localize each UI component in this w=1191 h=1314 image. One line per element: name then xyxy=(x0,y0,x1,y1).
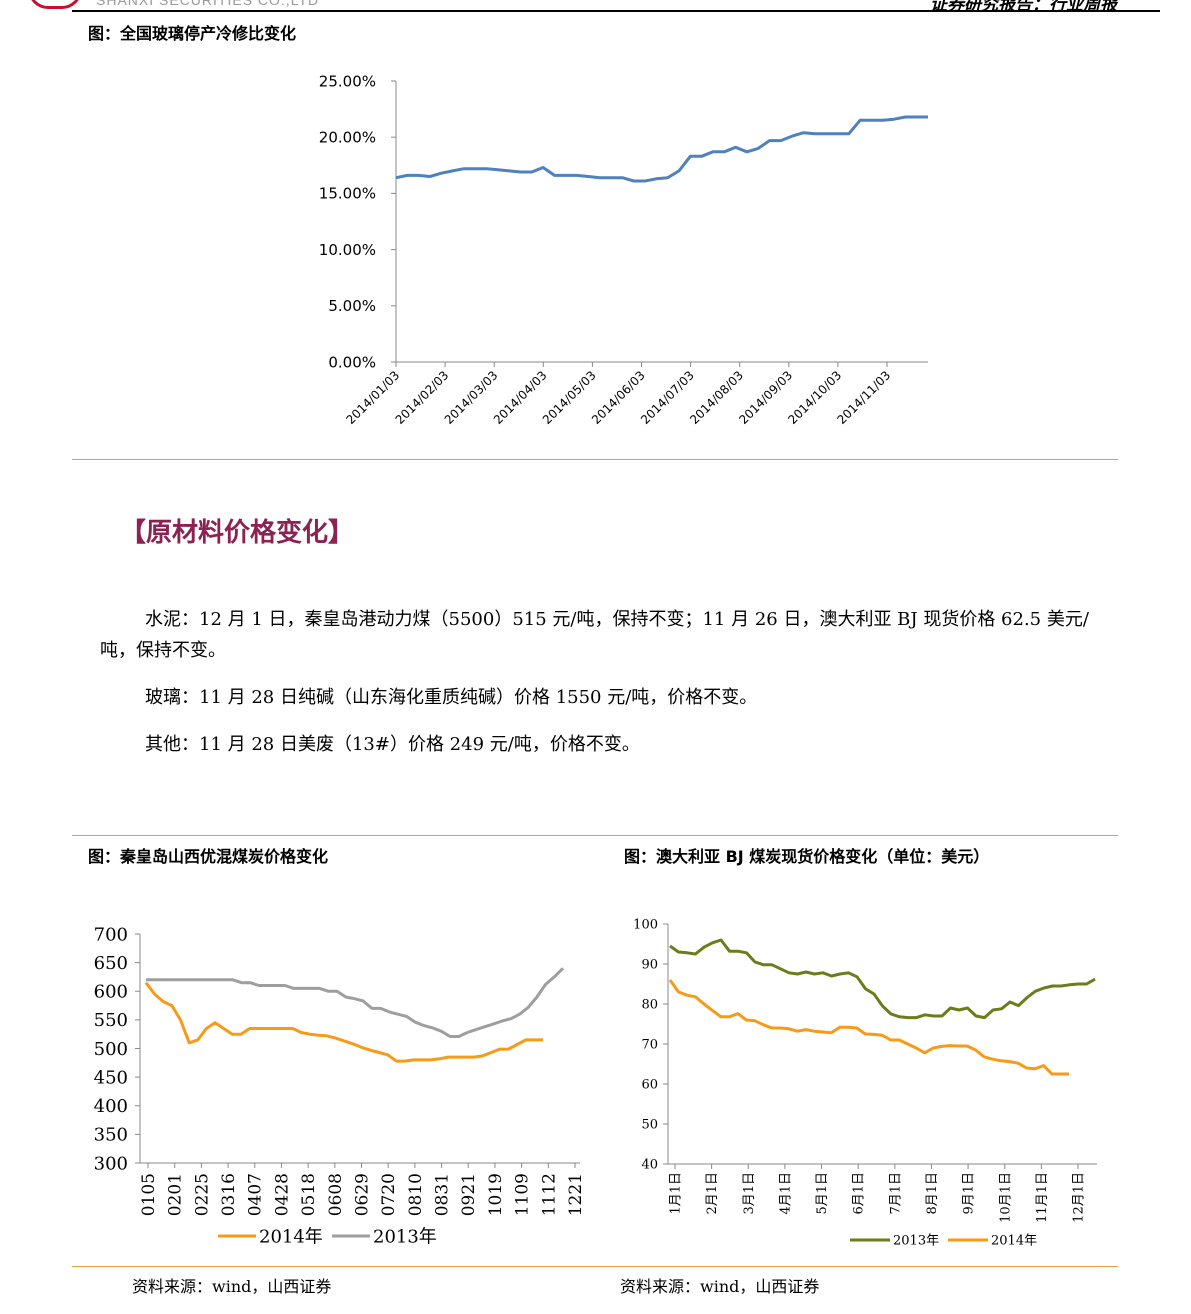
x-tick-label: 9月1日 xyxy=(962,1172,977,1215)
x-tick-label: 0518 xyxy=(299,1173,319,1216)
y-tick-label: 600 xyxy=(94,982,128,1003)
section-title: 【原材料价格变化】 xyxy=(120,518,355,548)
figures-bottom-divider xyxy=(72,1266,1118,1267)
series-line-2014年 xyxy=(668,979,1069,1076)
x-tick-label: 0720 xyxy=(379,1173,399,1216)
x-tick-label: 2014/11/03 xyxy=(835,368,894,427)
y-tick-label: 20.00% xyxy=(319,128,376,146)
y-tick-label: 40 xyxy=(641,1158,658,1173)
x-tick-label: 7月1日 xyxy=(888,1172,903,1215)
series-line-2013年 xyxy=(146,967,565,1038)
x-tick-label: 5月1日 xyxy=(815,1172,830,1215)
x-tick-label: 10月1日 xyxy=(998,1172,1013,1223)
legend-label: 2014年 xyxy=(259,1226,323,1247)
y-tick-label: 10.00% xyxy=(319,241,376,259)
y-tick-label: 400 xyxy=(94,1096,128,1117)
x-tick-label: 1019 xyxy=(486,1173,506,1216)
figures-top-divider xyxy=(72,835,1118,836)
figure3-title: 图：澳大利亚 BJ 煤炭现货价格变化（单位：美元） xyxy=(624,847,990,866)
x-tick-label: 0810 xyxy=(406,1173,426,1216)
company-logo xyxy=(28,0,82,9)
australia-bj-coal-price-chart: 40 50 60 70 80 90 100 1月1日 2月1日 3月1日 4月1日 5月1日 6月1日 7… xyxy=(633,918,1097,1249)
y-tick-label: 100 xyxy=(633,918,658,933)
y-tick-label: 60 xyxy=(641,1078,658,1093)
x-tick-label: 0921 xyxy=(459,1173,479,1216)
y-tick-label: 25.00% xyxy=(319,72,376,90)
y-tick-label: 5.00% xyxy=(328,297,376,315)
y-tick-label: 80 xyxy=(641,998,658,1013)
figure2-title: 图：秦皇岛山西优混煤炭价格变化 xyxy=(88,847,329,866)
y-tick-label: 550 xyxy=(94,1010,128,1031)
figure2-source: 资料来源：wind，山西证券 xyxy=(132,1277,332,1296)
figure3-source: 资料来源：wind，山西证券 xyxy=(620,1277,820,1296)
x-tick-label: 0407 xyxy=(246,1173,266,1216)
header-rule xyxy=(72,10,1160,12)
legend-label: 2013年 xyxy=(373,1226,437,1247)
qinhuangdao-coal-price-chart: 300 350 400 450 500 550 600 650 700 0105 0201 0225 0… xyxy=(94,924,586,1247)
x-tick-label: 12月1日 xyxy=(1072,1172,1087,1223)
x-tick-label: 0608 xyxy=(326,1173,346,1216)
x-tick-label: 2月1日 xyxy=(705,1172,720,1215)
y-tick-label: 0.00% xyxy=(328,353,376,371)
paragraph-cement: 水泥：12 月 1 日，秦皇岛港动力煤（5500）515 元/吨，保持不变；11… xyxy=(100,609,1089,661)
x-tick-label: 1109 xyxy=(513,1173,533,1216)
y-tick-label: 70 xyxy=(641,1038,658,1053)
y-tick-label: 15.00% xyxy=(319,185,376,203)
x-tick-label: 1221 xyxy=(566,1173,586,1216)
paragraph-other: 其他：11 月 28 日美废（13#）价格 249 元/吨，价格不变。 xyxy=(145,734,640,755)
x-tick-label: 11月1日 xyxy=(1035,1172,1050,1223)
x-tick-label: 0428 xyxy=(272,1173,292,1216)
x-tick-label: 1月1日 xyxy=(669,1172,684,1215)
legend-label: 2013年 xyxy=(893,1234,939,1249)
x-tick-label: 0225 xyxy=(192,1173,212,1216)
series-line-2014年 xyxy=(144,981,543,1063)
header-company-name: SHANXI SECURITIES CO.,LTD xyxy=(96,0,320,8)
x-tick-label: 3月1日 xyxy=(742,1172,757,1215)
x-tick-label: 0105 xyxy=(139,1173,159,1216)
y-tick-label: 500 xyxy=(94,1039,128,1060)
x-tick-label: 4月1日 xyxy=(778,1172,793,1215)
paragraph-glass: 玻璃：11 月 28 日纯碱（山东海化重质纯碱）价格 1550 元/吨，价格不变… xyxy=(145,687,758,708)
x-tick-label: 0316 xyxy=(219,1173,239,1216)
glass-shutdown-ratio-chart: 0.00%5.00%10.00%15.00%20.00%25.00%2014/0… xyxy=(319,72,928,427)
x-tick-label: 0629 xyxy=(352,1173,372,1216)
x-tick-label: 8月1日 xyxy=(925,1172,940,1215)
series-line-2013年 xyxy=(669,938,1096,1020)
header-report-type: 证券研究报告：行业周报 xyxy=(930,0,1117,15)
y-tick-label: 50 xyxy=(641,1118,658,1133)
y-tick-label: 450 xyxy=(94,1067,128,1088)
series-line-s0 xyxy=(395,115,928,183)
x-tick-label: 0831 xyxy=(433,1173,453,1216)
figure1-title: 图：全国玻璃停产冷修比变化 xyxy=(88,24,297,43)
x-tick-label: 6月1日 xyxy=(852,1172,867,1215)
y-tick-label: 90 xyxy=(641,958,658,973)
x-tick-label: 1112 xyxy=(539,1173,559,1216)
x-tick-label: 0201 xyxy=(166,1173,186,1216)
y-tick-label: 700 xyxy=(94,924,128,945)
legend-label: 2014年 xyxy=(991,1234,1037,1249)
y-tick-label: 300 xyxy=(94,1153,128,1174)
section-divider xyxy=(72,459,1118,460)
y-tick-label: 350 xyxy=(94,1125,128,1146)
y-tick-label: 650 xyxy=(94,953,128,974)
